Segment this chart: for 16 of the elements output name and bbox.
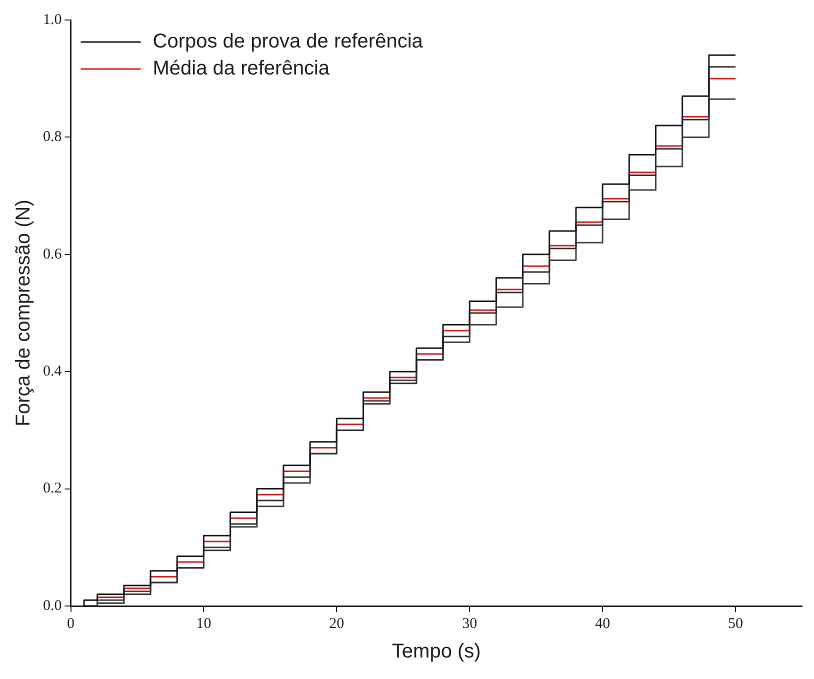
- x-tick-label: 30: [462, 616, 478, 632]
- y-tick-label: 0.0: [43, 598, 62, 614]
- x-tick-label: 10: [196, 616, 212, 632]
- x-tick-label: 40: [595, 616, 610, 632]
- y-tick-label: 0.6: [43, 246, 62, 262]
- y-axis-title: Força de compressão (N): [12, 200, 35, 426]
- legend-label: Média da referência: [152, 58, 330, 80]
- y-tick-label: 0.4: [43, 364, 62, 380]
- x-tick-label: 50: [728, 616, 744, 632]
- y-tick-label: 1.0: [43, 12, 62, 28]
- y-tick-label: 0.2: [43, 480, 62, 497]
- x-tick-label: 0: [67, 616, 74, 632]
- y-tick-label: 0.8: [43, 129, 62, 146]
- x-tick-label: 20: [329, 616, 344, 632]
- x-axis-title: Tempo (s): [392, 640, 481, 663]
- legend-label: Corpos de prova de referência: [152, 30, 424, 53]
